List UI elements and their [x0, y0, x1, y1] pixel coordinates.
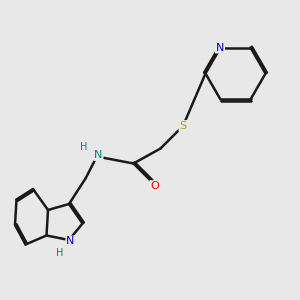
Text: S: S: [179, 121, 187, 131]
Text: N: N: [216, 43, 224, 52]
Text: N: N: [66, 236, 75, 247]
Text: N: N: [94, 150, 103, 160]
Text: O: O: [150, 181, 159, 191]
Text: H: H: [56, 248, 64, 258]
Text: H: H: [80, 142, 88, 152]
